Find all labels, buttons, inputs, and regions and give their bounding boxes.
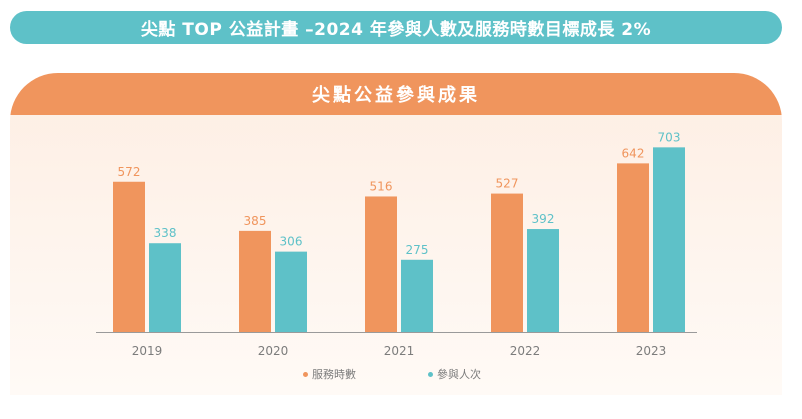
banner-title: 尖點 TOP 公益計畫 –2024 年參與人數及服務時數目標成長 2% [140, 20, 652, 40]
x-tick-label-2019: 2019 [132, 344, 163, 358]
legend-item-hours: 服務時數 [303, 366, 356, 382]
legend-dot-hours [303, 371, 308, 377]
data-label-hours-2023: 642 [622, 146, 645, 160]
data-label-participants-2021: 275 [406, 243, 429, 257]
legend-item-participants: 參與人次 [428, 366, 481, 382]
bar-hours-2023 [617, 163, 649, 332]
bar-hours-2019 [113, 181, 145, 332]
bar-hours-2022 [491, 193, 523, 332]
bar-participants-2023 [653, 147, 685, 332]
x-tick-label-2021: 2021 [384, 344, 415, 358]
x-tick-label-2020: 2020 [258, 344, 289, 358]
legend-label-hours: 服務時數 [312, 368, 356, 381]
panel-header: 尖點公益參與成果 [10, 73, 782, 115]
legend-dot-participants [428, 371, 433, 377]
bar-hours-2020 [239, 230, 271, 332]
data-label-participants-2023: 703 [658, 130, 681, 144]
bar-participants-2019 [149, 243, 181, 332]
bar-participants-2020 [275, 251, 307, 332]
bar-hours-2021 [365, 196, 397, 332]
data-label-participants-2022: 392 [532, 212, 555, 226]
data-label-participants-2020: 306 [280, 235, 303, 249]
legend-label-participants: 參與人次 [437, 368, 481, 381]
data-label-participants-2019: 338 [154, 226, 177, 240]
top-banner: 尖點 TOP 公益計畫 –2024 年參與人數及服務時數目標成長 2% [10, 11, 782, 44]
data-label-hours-2022: 527 [496, 177, 519, 191]
data-label-hours-2021: 516 [370, 179, 393, 193]
panel-title: 尖點公益參與成果 [312, 85, 480, 106]
bar-participants-2022 [527, 229, 559, 332]
data-label-hours-2020: 385 [244, 214, 267, 228]
bar-participants-2021 [401, 259, 433, 332]
chart-legend: 服務時數 參與人次 [0, 366, 802, 382]
x-tick-label-2023: 2023 [636, 344, 667, 358]
x-tick-label-2022: 2022 [510, 344, 541, 358]
data-label-hours-2019: 572 [118, 165, 141, 179]
